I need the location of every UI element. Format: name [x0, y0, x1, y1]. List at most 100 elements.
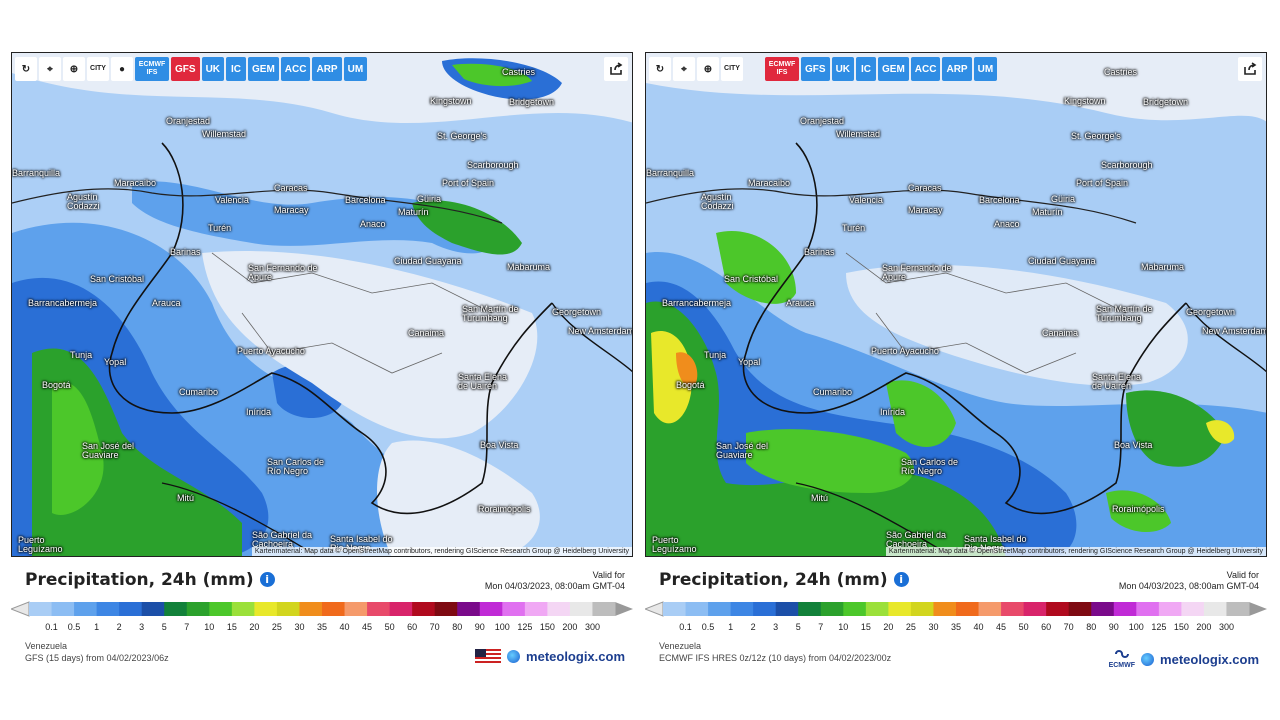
scale-swatch: [412, 602, 436, 616]
share-icon[interactable]: [1238, 57, 1262, 81]
model-button-um[interactable]: UM: [343, 57, 368, 81]
scale-tick-label: 150: [539, 622, 555, 632]
model-button-gfs[interactable]: GFS: [171, 57, 200, 81]
scale-tick-label: 100: [494, 622, 510, 632]
city-label: Ciudad Guayana: [1028, 256, 1096, 266]
scale-swatch: [1136, 602, 1160, 616]
scale-tick-label: 15: [860, 622, 871, 632]
scale-swatch: [524, 602, 548, 616]
model-button-acc[interactable]: ACC: [910, 57, 941, 81]
city-label: Güiria: [417, 194, 442, 204]
scale-swatch: [322, 602, 346, 616]
scale-swatch: [479, 602, 503, 616]
brand-name[interactable]: meteologix.com: [1160, 652, 1259, 667]
scale-swatch: [685, 602, 709, 616]
scale-swatch: [119, 602, 143, 616]
zoom-icon[interactable]: ⊕: [697, 57, 719, 81]
city-label: Bridgetown: [509, 97, 555, 107]
color-scale: [645, 601, 1267, 617]
city-label: San Fernando de Apure: [248, 263, 318, 282]
city-label: San Martín de Turumbang: [1096, 304, 1153, 323]
scale-tick-label: 5: [161, 622, 167, 632]
model-button-gem[interactable]: GEM: [878, 57, 909, 81]
model-button-uk[interactable]: UK: [831, 57, 855, 81]
info-icon[interactable]: i: [893, 572, 909, 587]
scale-tick-label: 0.1: [45, 622, 58, 632]
scale-tick-label: 90: [1108, 622, 1119, 632]
scale-arrow-left: [645, 601, 664, 617]
map-layer: [646, 53, 1266, 556]
scale-swatch: [775, 602, 799, 616]
reload-icon[interactable]: ↻: [649, 57, 671, 81]
valid-time: Valid for Mon 04/03/2023, 08:00am GMT-04: [485, 570, 625, 592]
scale-tick-label: 5: [795, 622, 801, 632]
scale-swatch: [344, 602, 368, 616]
scale-tick-label: 0.1: [679, 622, 692, 632]
model-button-arp[interactable]: ARP: [312, 57, 342, 81]
city-label: Puerto Ayacucho: [871, 346, 939, 356]
reload-icon[interactable]: ↻: [15, 57, 37, 81]
model-button-acc[interactable]: ACC: [280, 57, 311, 81]
model-button-ecmwf[interactable]: ECMWF IFS: [765, 57, 799, 81]
location-icon[interactable]: ⌖: [673, 57, 695, 81]
brand: meteologix.com: [475, 649, 625, 664]
scale-swatch: [1001, 602, 1025, 616]
color-scale: [11, 601, 633, 617]
precipitation-map[interactable]: ↻ ⌖ ⊕ CITY ECMWF IFS GFS UK IC GEM ACC A…: [645, 52, 1267, 557]
map-attribution: Kartenmaterial: Map data © OpenStreetMap…: [251, 547, 632, 556]
scale-tick-label: 60: [1041, 622, 1052, 632]
city-label: San Fernando de Apure: [882, 263, 952, 282]
valid-time: Valid for Mon 04/03/2023, 08:00am GMT-04: [1119, 570, 1259, 592]
city-label: Puerto Leguízamo: [652, 535, 697, 554]
location-icon[interactable]: ⌖: [39, 57, 61, 81]
model-source: ECMWF IFS HRES 0z/12z (10 days) from 04/…: [659, 653, 892, 663]
city-label: Port of Spain: [442, 178, 495, 188]
city-toggle-icon[interactable]: CITY: [721, 57, 743, 81]
model-button-ic[interactable]: IC: [226, 57, 247, 81]
scale-tick-label: 300: [1218, 622, 1234, 632]
scale-tick-label: 1: [728, 622, 734, 632]
info-icon[interactable]: i: [259, 572, 275, 587]
scale-tick-label: 300: [584, 622, 600, 632]
city-label: Barrancabermeja: [662, 298, 732, 308]
zoom-icon[interactable]: ⊕: [63, 57, 85, 81]
scale-tick-label: 35: [950, 622, 962, 632]
city-label: Valencia: [849, 195, 883, 205]
scale-tick-label: 200: [562, 622, 578, 632]
model-button-ecmwf[interactable]: ECMWF IFS: [135, 57, 169, 81]
precipitation-map[interactable]: ↻ ⌖ ⊕ CITY ● ECMWF IFS GFS UK IC GEM ACC…: [11, 52, 633, 557]
scale-swatch: [547, 602, 571, 616]
model-button-gfs[interactable]: GFS: [801, 57, 830, 81]
meteologix-logo-icon: [507, 650, 521, 663]
brand-name[interactable]: meteologix.com: [526, 649, 625, 664]
scale-tick-label: 50: [1018, 622, 1029, 632]
city-label: São Gabriel da Cachoeira: [886, 530, 947, 549]
model-button-gem[interactable]: GEM: [248, 57, 279, 81]
region-info: Venezuela GFS (15 days) from 04/02/2023/…: [25, 640, 169, 664]
scale-swatch: [502, 602, 526, 616]
city-toggle-icon[interactable]: CITY: [87, 57, 109, 81]
model-button-ic[interactable]: IC: [856, 57, 877, 81]
model-button-arp[interactable]: ARP: [942, 57, 972, 81]
city-label: Puerto Ayacucho: [237, 346, 305, 356]
city-label: Barrancabermeja: [28, 298, 98, 308]
city-label: Maracaibo: [114, 178, 157, 188]
city-label: São Gabriel da Cachoeira: [252, 530, 313, 549]
scale-swatch: [663, 602, 687, 616]
share-icon[interactable]: [604, 57, 628, 81]
dot-icon[interactable]: ●: [111, 57, 133, 81]
city-label: San Cristóbal: [724, 274, 779, 284]
scale-swatch: [933, 602, 957, 616]
scale-swatch: [910, 602, 934, 616]
chart-title: Precipitation, 24h (mm) i: [659, 570, 909, 590]
scale-swatch: [1046, 602, 1070, 616]
scale-swatch: [569, 602, 593, 616]
scale-swatch: [29, 602, 53, 616]
scale-tick-label: 3: [139, 622, 145, 632]
model-button-uk[interactable]: UK: [201, 57, 225, 81]
city-label: Barinas: [170, 247, 201, 257]
city-label: Santa Elena de Uairén: [1092, 372, 1142, 391]
scale-swatch: [753, 602, 777, 616]
model-button-um[interactable]: UM: [973, 57, 998, 81]
scale-tick-label: 1: [94, 622, 100, 632]
